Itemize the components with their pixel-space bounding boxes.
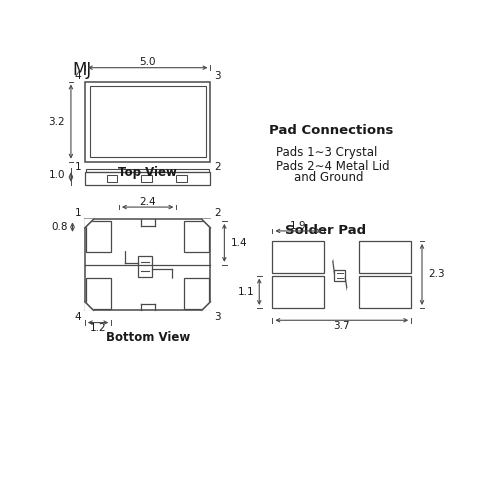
Bar [139, 256, 152, 277]
Text: 2: 2 [214, 208, 221, 218]
Text: Pads 2∼4 Metal Lid: Pads 2∼4 Metal Lid [276, 160, 389, 173]
Text: 1.4: 1.4 [231, 238, 247, 248]
Bar [359, 241, 411, 274]
Text: 2: 2 [214, 162, 221, 172]
Text: 1: 1 [74, 162, 81, 172]
Circle shape [347, 288, 352, 293]
Circle shape [122, 244, 129, 250]
Bar [184, 278, 209, 308]
Circle shape [327, 256, 332, 262]
Bar [334, 270, 345, 281]
Text: 3: 3 [214, 312, 221, 322]
Circle shape [168, 279, 175, 286]
Bar [90, 86, 206, 157]
Text: 1.0: 1.0 [49, 170, 66, 180]
Bar [184, 221, 209, 252]
Bar [86, 170, 209, 172]
Bar [85, 220, 211, 310]
Bar [86, 278, 111, 308]
Polygon shape [202, 220, 211, 228]
Text: 4: 4 [74, 71, 81, 81]
Text: 1.1: 1.1 [238, 287, 254, 297]
Text: and Ground: and Ground [294, 172, 364, 184]
Text: 0.8: 0.8 [51, 222, 68, 232]
Text: Pad Connections: Pad Connections [269, 124, 394, 138]
Text: 2.4: 2.4 [140, 196, 156, 206]
Text: 5.0: 5.0 [140, 58, 156, 68]
Text: 1: 1 [74, 208, 81, 218]
Text: Bottom View: Bottom View [106, 330, 190, 344]
Bar [85, 172, 211, 184]
Text: 1.9: 1.9 [290, 220, 307, 230]
Text: MJ: MJ [72, 61, 92, 79]
Text: Top View: Top View [118, 166, 177, 179]
Polygon shape [202, 302, 211, 310]
Bar [273, 241, 324, 274]
Bar [273, 276, 324, 308]
Bar [359, 276, 411, 308]
Text: 2.3: 2.3 [428, 270, 445, 280]
Text: 4: 4 [74, 312, 81, 322]
Text: 3.7: 3.7 [333, 320, 350, 330]
Text: 3.2: 3.2 [48, 116, 65, 126]
Bar [141, 174, 152, 182]
Text: 3: 3 [214, 71, 221, 81]
Bar [106, 174, 117, 182]
Bar [86, 221, 111, 252]
Text: 1.2: 1.2 [90, 323, 106, 333]
Bar [176, 174, 187, 182]
Bar [85, 82, 211, 162]
Polygon shape [85, 302, 93, 310]
Text: Pads 1∼3 Crystal: Pads 1∼3 Crystal [276, 146, 377, 159]
Polygon shape [85, 220, 93, 228]
Text: Solder Pad: Solder Pad [284, 224, 366, 237]
